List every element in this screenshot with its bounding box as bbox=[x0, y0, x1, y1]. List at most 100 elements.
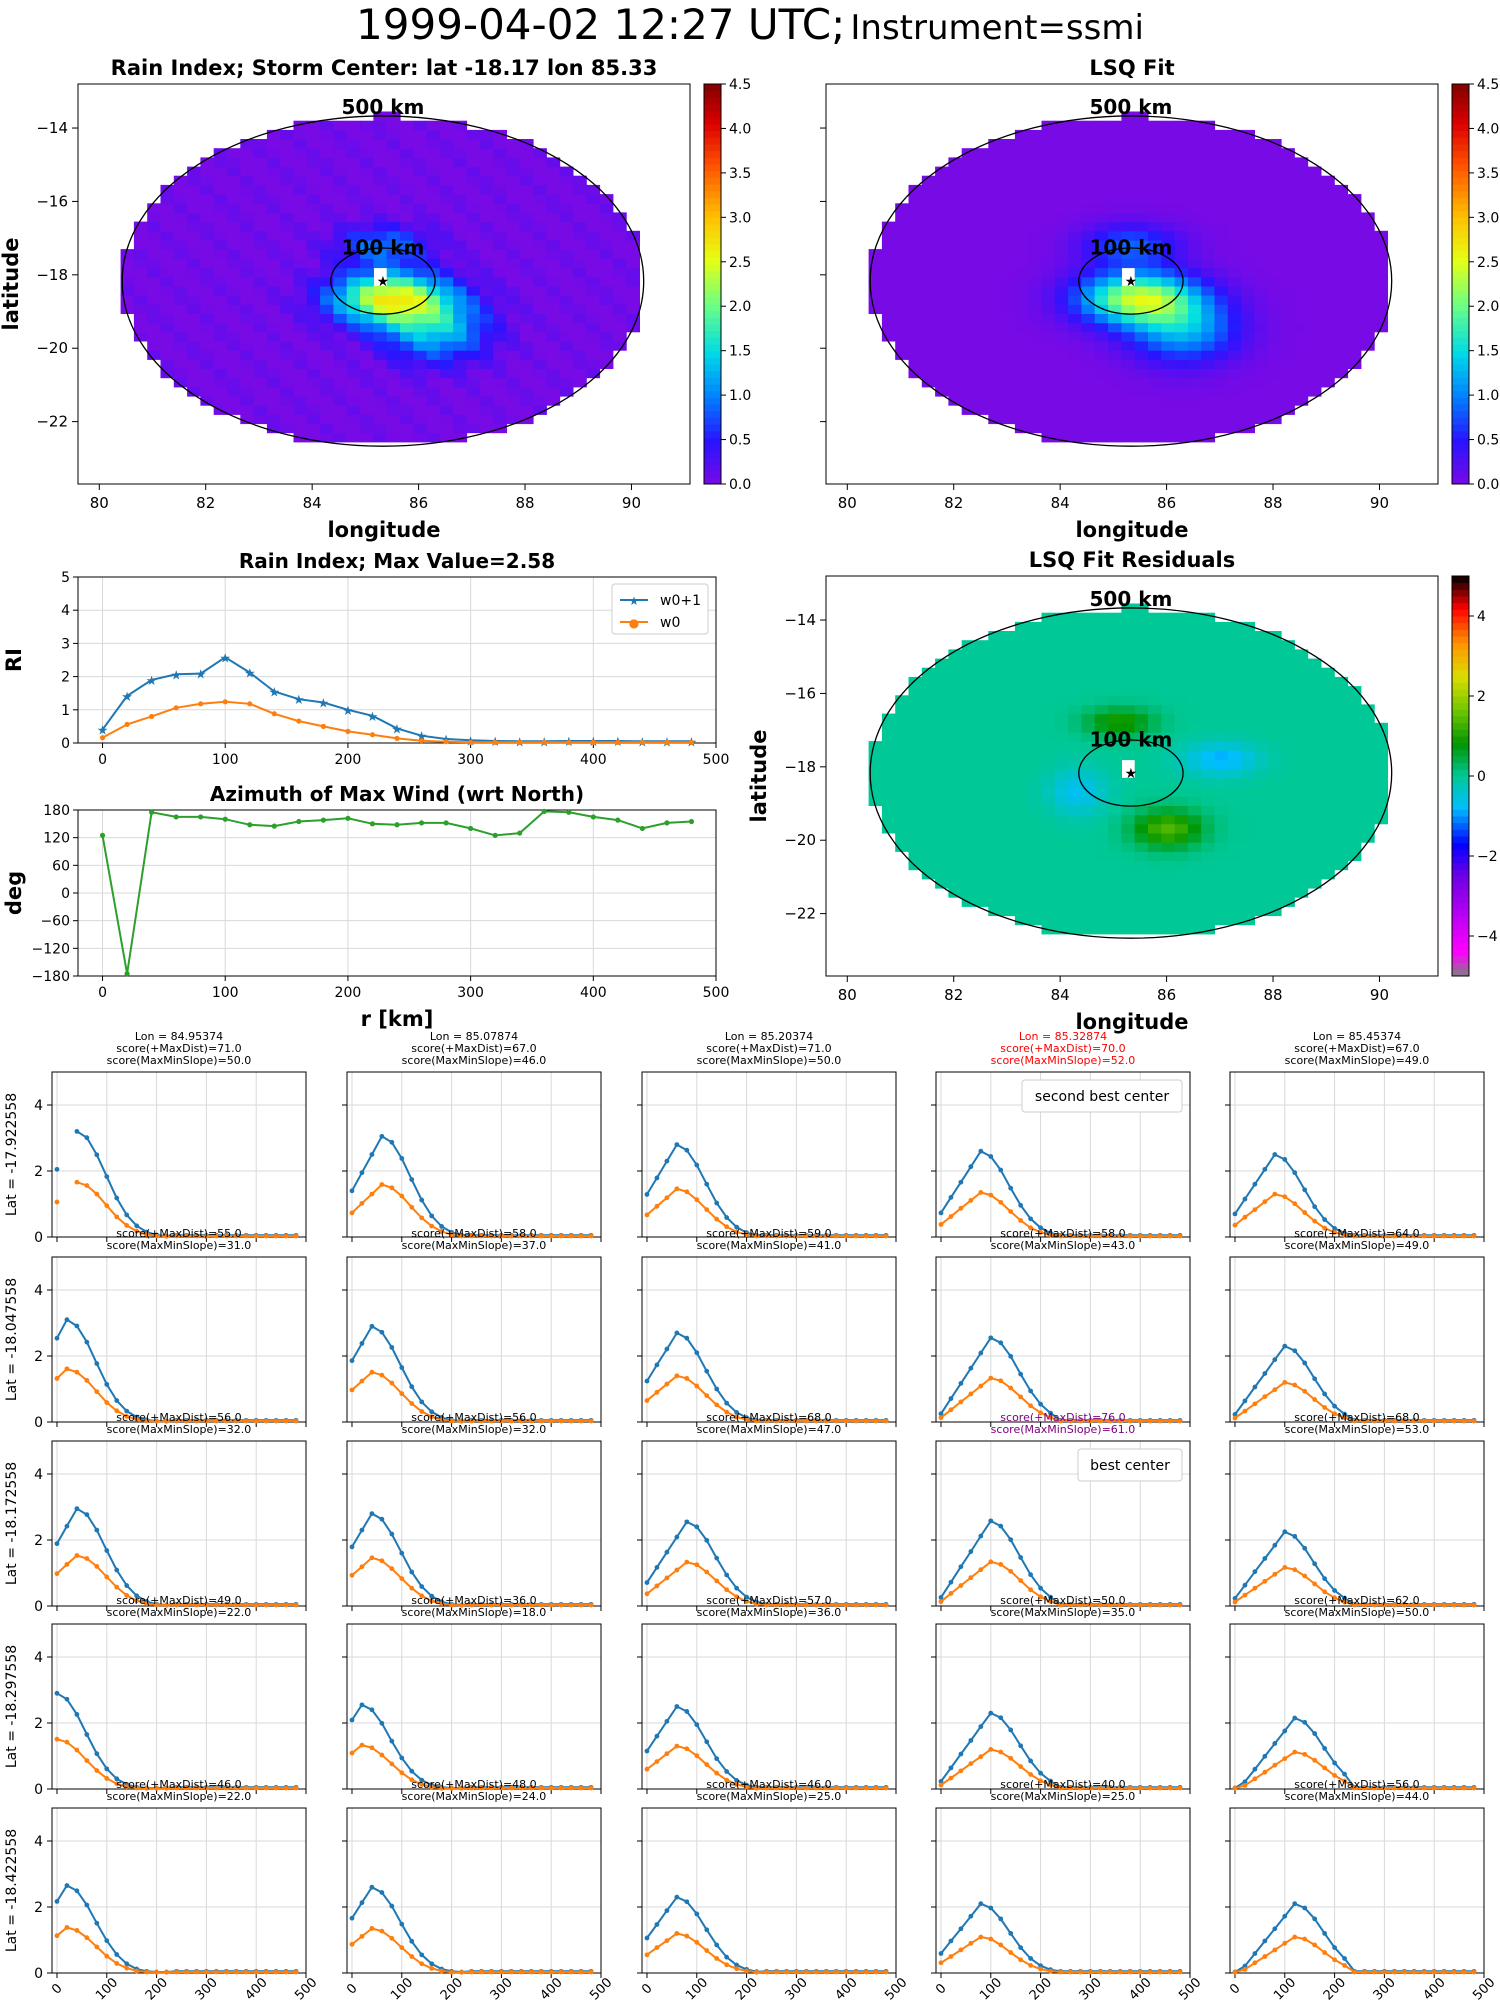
grid-cell bbox=[1054, 313, 1069, 324]
grid-cell bbox=[253, 340, 268, 351]
grid-cell bbox=[572, 276, 587, 287]
grid-cell bbox=[1121, 175, 1136, 186]
x-tick-label: 84 bbox=[1051, 494, 1070, 512]
data-point bbox=[978, 1533, 984, 1539]
grid-cell bbox=[881, 304, 896, 314]
data-point bbox=[394, 822, 400, 828]
grid-cell bbox=[1201, 832, 1216, 843]
panel-heading: score(+MaxDist)=70.0 bbox=[1000, 1042, 1125, 1055]
grid-cell bbox=[1227, 203, 1242, 214]
data-point bbox=[1252, 1181, 1258, 1187]
grid-cell bbox=[1041, 777, 1056, 788]
grid-cell bbox=[493, 129, 507, 140]
colorbar-segment bbox=[704, 97, 721, 105]
grid-cell bbox=[1161, 667, 1176, 678]
grid-cell bbox=[975, 741, 989, 751]
grid-cell bbox=[1001, 667, 1016, 678]
grid-cell bbox=[1334, 686, 1349, 696]
grid-cell bbox=[559, 304, 574, 314]
grid-cell bbox=[1094, 704, 1109, 715]
grid-cell bbox=[1281, 768, 1295, 779]
grid-cell bbox=[1134, 860, 1149, 871]
grid-cell bbox=[1281, 405, 1295, 415]
grid-cell bbox=[200, 157, 215, 168]
colorbar-segment bbox=[1452, 702, 1469, 710]
colorbar-segment bbox=[1452, 856, 1469, 864]
data-point bbox=[714, 1200, 720, 1206]
grid-cell bbox=[948, 686, 963, 696]
grid-cell bbox=[1161, 129, 1176, 140]
grid-cell bbox=[1161, 166, 1176, 177]
grid-cell bbox=[240, 331, 255, 342]
grid-cell bbox=[306, 414, 321, 425]
grid-cell bbox=[1054, 887, 1069, 898]
data-point bbox=[1272, 1191, 1278, 1197]
grid-cell bbox=[333, 166, 348, 177]
grid-cell bbox=[1001, 166, 1016, 177]
grid-cell bbox=[586, 322, 601, 333]
rain-index-profile-chart: ★★★★★★★★★★★★★★★★★★★★★★★★★ bbox=[73, 576, 717, 750]
grid-cell bbox=[479, 175, 494, 186]
grid-cell bbox=[1081, 395, 1096, 406]
grid-cell bbox=[506, 203, 521, 214]
grid-cell bbox=[453, 414, 468, 425]
grid-cell bbox=[1148, 759, 1162, 770]
grid-cell bbox=[240, 230, 255, 241]
data-point bbox=[345, 728, 351, 734]
grid-cell bbox=[1161, 796, 1176, 806]
grid-cell bbox=[466, 258, 481, 269]
grid-cell bbox=[1267, 823, 1282, 834]
grid-cell bbox=[1054, 340, 1069, 351]
grid-cell bbox=[1001, 377, 1016, 388]
data-point bbox=[803, 1233, 809, 1239]
grid-cell bbox=[187, 194, 201, 204]
grid-cell bbox=[506, 405, 521, 415]
grid-cell bbox=[1254, 157, 1269, 168]
grid-cell bbox=[1028, 842, 1043, 852]
grid-cell bbox=[948, 787, 963, 797]
data-point bbox=[1431, 1602, 1437, 1608]
grid-cell bbox=[1068, 832, 1082, 843]
grid-cell bbox=[1068, 722, 1082, 733]
grid-cell bbox=[1134, 432, 1149, 443]
grid-cell bbox=[1094, 640, 1109, 650]
grid-cell bbox=[1148, 432, 1162, 443]
grid-cell bbox=[400, 386, 414, 397]
grid-cell bbox=[961, 676, 976, 687]
grid-cell bbox=[1307, 787, 1322, 797]
grid-cell bbox=[1094, 423, 1109, 434]
grid-cell bbox=[935, 340, 949, 351]
grid-cell bbox=[1214, 704, 1229, 715]
grid-cell bbox=[1068, 129, 1082, 140]
grid-cell bbox=[1294, 796, 1309, 806]
grid-cell bbox=[1161, 777, 1176, 788]
grid-cell bbox=[1174, 304, 1189, 314]
grid-cell bbox=[1121, 157, 1136, 168]
grid-cell bbox=[333, 258, 348, 269]
grid-cell bbox=[373, 395, 388, 406]
grid-cell bbox=[908, 676, 923, 687]
data-point bbox=[639, 825, 645, 832]
grid-cell bbox=[479, 423, 494, 434]
grid-cell bbox=[1134, 640, 1149, 650]
data-point bbox=[1312, 1376, 1318, 1382]
grid-cell bbox=[1187, 368, 1202, 379]
grid-cell bbox=[948, 184, 963, 195]
grid-cell bbox=[1161, 887, 1176, 898]
grid-cell bbox=[386, 350, 401, 360]
grid-cell bbox=[1068, 313, 1082, 324]
grid-cell bbox=[1094, 658, 1109, 669]
grid-cell bbox=[961, 732, 976, 742]
grid-cell bbox=[1161, 258, 1176, 269]
grid-cell bbox=[479, 414, 494, 425]
grid-cell bbox=[466, 322, 481, 333]
data-point bbox=[449, 1232, 454, 1238]
grid-cell bbox=[1028, 823, 1043, 834]
grid-cell bbox=[1214, 405, 1229, 415]
grid-cell bbox=[426, 175, 441, 186]
grid-cell bbox=[961, 359, 976, 369]
grid-cell bbox=[1001, 203, 1016, 214]
grid-cell bbox=[1187, 704, 1202, 715]
grid-cell bbox=[133, 304, 148, 314]
grid-cell bbox=[373, 120, 388, 131]
